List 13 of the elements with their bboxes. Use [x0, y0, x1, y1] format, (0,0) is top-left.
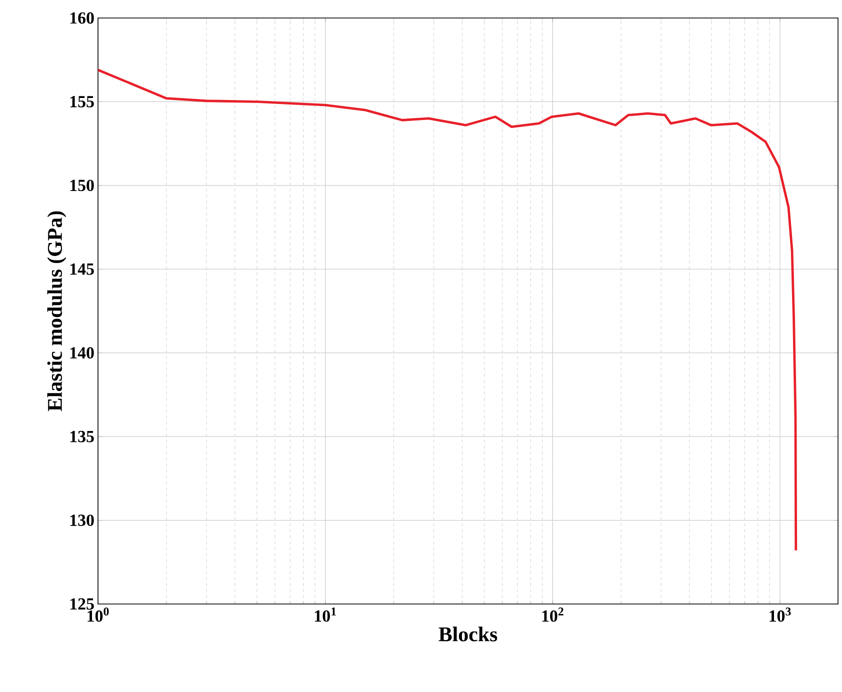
y-tick-label: 130	[70, 514, 94, 526]
y-tick-label: 160	[70, 12, 94, 24]
y-tick-label: 135	[70, 430, 94, 442]
y-tick-label: 150	[70, 180, 94, 192]
x-tick-label: 10$^{1}$	[315, 608, 336, 622]
y-axis-title: Elastic modulus (GPa)	[47, 211, 66, 412]
y-tick-label: 140	[70, 347, 94, 359]
y-tick-label: 145	[70, 263, 94, 275]
y-tick-label: 125	[70, 598, 94, 610]
x-tick-label: 10$^{3}$	[770, 608, 791, 622]
x-tick-label: 10$^{2}$	[542, 608, 564, 622]
y-tick-label: 155	[70, 96, 94, 108]
x-axis-title: Blocks	[438, 626, 498, 642]
